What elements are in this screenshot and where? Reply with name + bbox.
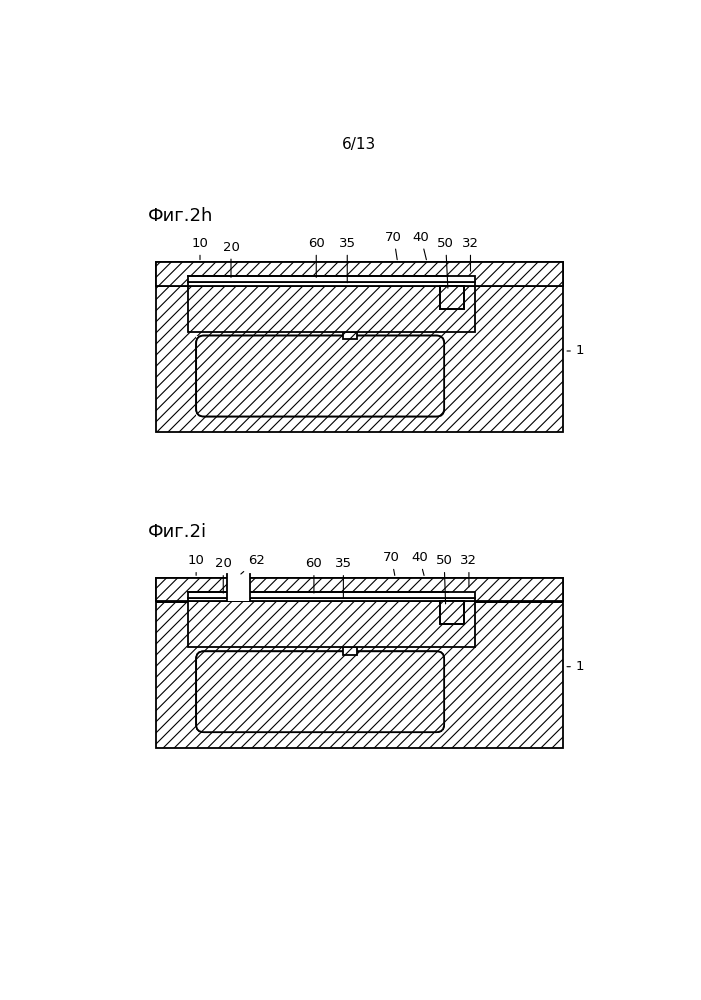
Bar [156,262,563,432]
Text: 20: 20 [222,241,240,277]
Bar [440,286,463,309]
Bar [156,286,563,287]
Text: 10: 10 [188,554,205,575]
Text: 60: 60 [306,557,322,593]
FancyBboxPatch shape [196,651,444,732]
Text: Фиг.2h: Фиг.2h [148,207,213,225]
Bar [227,574,250,601]
Text: 35: 35 [335,557,352,598]
Bar [189,592,475,598]
Bar [189,282,475,286]
Text: 40: 40 [411,551,428,575]
Bar [343,647,358,655]
Bar [196,336,444,416]
Text: 6/13: 6/13 [342,137,376,152]
Bar [440,601,463,624]
Bar [156,262,563,286]
Text: 50: 50 [436,554,453,604]
Text: 1: 1 [567,660,585,673]
Bar [156,578,563,748]
Text: 20: 20 [215,557,232,593]
Text: 70: 70 [386,231,402,260]
Bar [198,653,442,731]
Text: Фиг.2i: Фиг.2i [148,523,207,541]
Bar [440,286,463,309]
Text: 35: 35 [339,237,355,283]
Text: 32: 32 [462,237,479,271]
Bar [189,286,475,332]
Bar [343,332,358,339]
Bar [198,337,442,415]
Bar [156,601,563,603]
Text: 50: 50 [437,237,454,288]
Text: 60: 60 [308,237,325,277]
Text: 40: 40 [412,231,429,260]
Text: 1: 1 [567,344,585,358]
Bar [196,651,444,732]
Text: 62: 62 [241,554,265,574]
Bar [189,276,448,286]
Text: 10: 10 [191,237,208,260]
Bar [189,598,475,601]
Text: 70: 70 [383,551,400,575]
Bar [189,601,475,647]
FancyBboxPatch shape [196,336,444,416]
Text: 32: 32 [461,554,477,587]
FancyBboxPatch shape [196,336,444,416]
Bar [189,276,475,282]
Bar [156,578,563,601]
Bar [189,592,448,601]
FancyBboxPatch shape [196,651,444,732]
Bar [440,601,463,624]
